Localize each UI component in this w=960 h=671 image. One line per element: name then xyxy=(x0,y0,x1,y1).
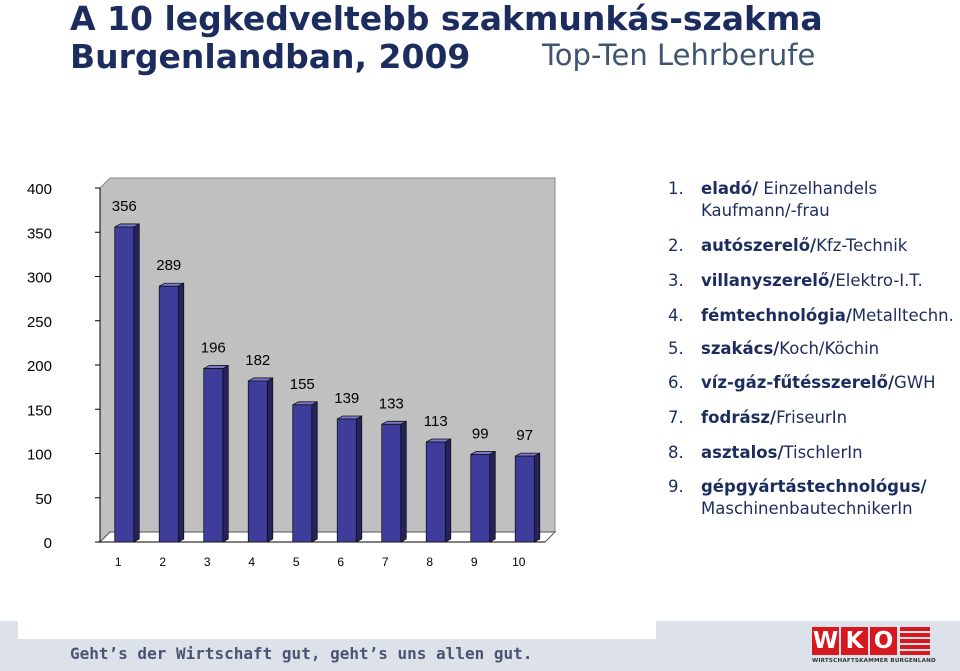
legend-item-german: Elektro-I.T. xyxy=(835,271,923,290)
x-tick-label: 8 xyxy=(426,555,433,569)
page-subtitle: Top-Ten Lehrberufe xyxy=(542,38,816,72)
page-title: A 10 legkedveltebb szakmunkás-szakma Bur… xyxy=(70,0,823,76)
bar xyxy=(425,441,446,543)
legend-item-german: FriseurIn xyxy=(776,408,848,427)
legend-item-number: 5. xyxy=(668,339,684,358)
bar xyxy=(292,404,313,543)
bar-side xyxy=(222,364,229,543)
bar xyxy=(114,226,135,543)
bar xyxy=(470,453,491,543)
title-line-1: A 10 legkedveltebb szakmunkás-szakma xyxy=(70,0,823,38)
legend-item: 3. villanyszerelő/Elektro-I.T. xyxy=(668,270,923,292)
bar xyxy=(514,455,535,543)
legend-item-hungarian: víz-gáz-fűtésszerelő/ xyxy=(701,373,895,392)
legend-item-hungarian: gépgyártástechnológus/ xyxy=(701,477,927,496)
bar-side xyxy=(177,282,185,543)
legend-item-hungarian: szakács/ xyxy=(701,339,780,358)
footer-divider xyxy=(18,621,656,639)
y-tick-label: 250 xyxy=(27,314,52,331)
legend-item-hungarian: fodrász/ xyxy=(701,408,777,427)
x-tick-label: 3 xyxy=(204,555,211,569)
logo-stripes-icon xyxy=(900,627,930,655)
bar-value-label: 113 xyxy=(424,413,448,430)
legend-item: 4. fémtechnológia/Metalltechn. xyxy=(668,305,954,327)
legend-item-number: 7. xyxy=(668,408,684,427)
legend-item: 9. gépgyártástechnológus/Maschinenbautech… xyxy=(668,476,927,520)
title-line-2: Burgenlandban, 2009 xyxy=(70,37,471,76)
legend-item-german: Koch/Köchin xyxy=(779,339,880,358)
legend-item-hungarian: fémtechnológia/ xyxy=(701,306,852,325)
bar-side xyxy=(533,452,541,543)
bar-side xyxy=(355,415,363,543)
logo-letter-w: W xyxy=(812,627,839,655)
bar-side xyxy=(133,223,140,543)
bar xyxy=(381,423,402,543)
legend-item-continuation: MaschinenbautechnikerIn xyxy=(701,499,913,518)
bar xyxy=(158,285,179,543)
legend-item: 8. asztalos/TischlerIn xyxy=(668,442,863,464)
legend-item: 2. autószerelő/Kfz-Technik xyxy=(668,235,907,257)
bar-value-label: 155 xyxy=(290,376,315,393)
logo-letter-o: O xyxy=(870,627,897,655)
logo-caption: WIRTSCHAFTSKAMMER BURGENLAND xyxy=(812,658,936,664)
legend-item-hungarian: asztalos/ xyxy=(701,443,784,462)
legend-item-number: 6. xyxy=(668,373,684,392)
x-tick-label: 2 xyxy=(159,555,166,569)
legend-item: 1. eladó/ Einzelhandels Kaufmann/-frau xyxy=(668,178,877,222)
y-tick-label: 0 xyxy=(44,535,52,552)
bar-value-label: 97 xyxy=(516,427,533,444)
bar xyxy=(336,418,357,543)
y-tick-label: 100 xyxy=(27,447,52,464)
bar-value-label: 99 xyxy=(472,425,489,442)
y-tick-label: 200 xyxy=(27,358,52,375)
legend-item-number: 8. xyxy=(668,443,684,462)
y-tick-label: 350 xyxy=(27,225,52,242)
x-tick-label: 6 xyxy=(337,555,344,569)
y-tick-label: 300 xyxy=(27,270,52,287)
legend-item: 5. szakács/Koch/Köchin xyxy=(668,338,879,360)
legend-item: 7. fodrász/FriseurIn xyxy=(668,407,847,429)
legend-item-hungarian: autószerelő/ xyxy=(701,236,817,255)
legend-item: 6. víz-gáz-fűtésszerelő/GWH xyxy=(668,372,936,394)
legend-item-german: Metalltechn. xyxy=(851,306,954,325)
bar-value-label: 139 xyxy=(334,390,359,407)
legend-item-german: Einzelhandels xyxy=(758,179,878,198)
legend-item-continuation: Kaufmann/-frau xyxy=(701,201,830,220)
wko-logo: W K O WIRTSCHAFTSKAMMER BURGENLAND xyxy=(812,627,936,667)
x-tick-label: 7 xyxy=(382,555,389,569)
legend-item-german: TischlerIn xyxy=(783,443,863,462)
bar-value-label: 356 xyxy=(112,198,137,215)
legend-item-number: 3. xyxy=(668,271,684,290)
bar-side xyxy=(266,377,274,543)
legend-item-number: 2. xyxy=(668,236,684,255)
x-tick-label: 4 xyxy=(248,555,255,569)
x-tick-label: 1 xyxy=(115,555,122,569)
footer-slogan: Geht’s der Wirtschaft gut, geht’s uns al… xyxy=(70,644,533,663)
x-tick-label: 5 xyxy=(293,555,300,569)
legend-item-hungarian: villanyszerelő/ xyxy=(701,271,836,290)
legend-item-number: 9. xyxy=(668,477,684,496)
y-tick-label: 400 xyxy=(27,181,52,198)
legend-item-number: 4. xyxy=(668,306,684,325)
bar xyxy=(247,380,268,543)
logo-letter-k: K xyxy=(841,627,868,655)
bar xyxy=(203,368,224,543)
bar-value-label: 196 xyxy=(201,340,226,357)
bar-value-label: 182 xyxy=(245,352,270,369)
y-tick-label: 150 xyxy=(27,402,52,419)
y-tick-label: 50 xyxy=(35,491,52,508)
bar-side xyxy=(311,401,318,543)
legend-item-german: GWH xyxy=(894,373,936,392)
bar-side xyxy=(444,438,452,543)
legend-item-german: Kfz-Technik xyxy=(816,236,908,255)
bar-chart: 0 50 100 150 200 250 300 350 400 356 1 289 2 196 3 182 4… xyxy=(27,177,557,569)
bar-side xyxy=(489,450,496,543)
bar-value-label: 133 xyxy=(379,395,404,412)
bar-side xyxy=(400,420,407,543)
x-tick-label: 9 xyxy=(471,555,478,569)
legend-item-hungarian: eladó/ xyxy=(701,179,759,198)
bar-value-label: 289 xyxy=(156,257,181,274)
legend-item-number: 1. xyxy=(668,179,684,198)
x-tick-label: 10 xyxy=(512,555,526,569)
